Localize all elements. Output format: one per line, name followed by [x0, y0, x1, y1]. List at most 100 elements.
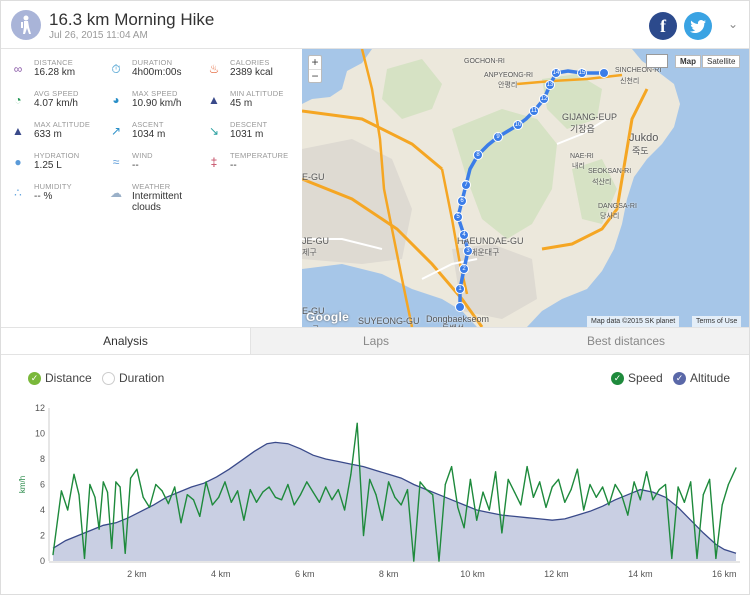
- stat-label: Calories: [230, 58, 270, 67]
- map-type-map-button[interactable]: Map: [675, 55, 701, 68]
- facebook-share-button[interactable]: f: [649, 12, 677, 40]
- waypoint-marker[interactable]: 13: [545, 80, 555, 90]
- speed-point: [205, 481, 207, 483]
- speed-point: [78, 494, 80, 496]
- terms-link[interactable]: Terms of Use: [692, 316, 742, 327]
- speed-point: [237, 490, 239, 492]
- stat-ascent: ↗ Ascent 1034 m: [99, 120, 197, 150]
- waypoint-marker[interactable]: 1: [455, 284, 465, 294]
- y-tick-label: 0: [40, 556, 45, 566]
- stat-label: Min Altitude: [230, 89, 284, 98]
- waypoint-marker[interactable]: 12: [539, 94, 549, 104]
- speed-point: [111, 547, 113, 549]
- map-type-satellite-button[interactable]: Satellite: [702, 55, 741, 68]
- altitude-line: [52, 441, 737, 554]
- stat-max-speed: ◕ Max Speed 10.90 km/h: [99, 89, 197, 119]
- map-place-label: SEOKSAN-RI: [588, 168, 632, 175]
- speed-point: [312, 491, 314, 493]
- waypoint-marker[interactable]: 11: [529, 106, 539, 116]
- speed-point: [633, 481, 635, 483]
- speed-point: [299, 494, 302, 496]
- map-place-label: 내리: [572, 163, 585, 170]
- waypoint-marker[interactable]: 14: [551, 68, 561, 78]
- mountain-min-icon: ▲: [208, 93, 220, 107]
- activity-title: 16.3 km Morning Hike: [49, 10, 215, 29]
- tab-laps[interactable]: Laps: [362, 334, 390, 348]
- google-logo: Google: [306, 310, 350, 324]
- waypoint-marker[interactable]: [455, 302, 465, 312]
- tab-analysis[interactable]: Analysis: [1, 328, 251, 354]
- waypoint-marker[interactable]: 10: [513, 120, 523, 130]
- descent-icon: ↘: [208, 124, 220, 138]
- zoom-out-button[interactable]: −: [309, 69, 321, 82]
- speed-point: [539, 481, 541, 483]
- waypoint-marker[interactable]: 3: [463, 246, 473, 256]
- waypoint-marker[interactable]: 9: [493, 132, 503, 142]
- fullscreen-icon[interactable]: [646, 54, 668, 68]
- speed-point: [293, 504, 295, 506]
- distance-toggle[interactable]: ✓ Distance: [28, 370, 92, 386]
- speed-point: [620, 494, 623, 496]
- chevron-down-icon[interactable]: ⌄: [728, 17, 739, 31]
- speed-point: [702, 494, 704, 496]
- waypoint-marker[interactable]: 6: [457, 196, 467, 206]
- stat-label: Distance: [34, 58, 73, 67]
- waypoint-marker[interactable]: [599, 68, 609, 78]
- map-place-label: 구: [312, 324, 319, 327]
- tab-best-distances[interactable]: Best distances: [586, 334, 666, 348]
- speed-point: [715, 557, 717, 559]
- speed-point: [369, 478, 371, 480]
- speed-point: [507, 478, 509, 480]
- speed-point: [664, 483, 667, 486]
- activity-header: 16.3 km Morning Hike Jul 26, 2015 11:04 …: [1, 1, 749, 49]
- speed-point: [60, 490, 63, 492]
- route-map[interactable]: GOCHON-RI ANPYEONG-RI 안평리 SINCHEON-RI 신천리 GIJ…: [302, 49, 749, 327]
- altitude-area: [53, 442, 736, 561]
- speed-point: [281, 499, 283, 501]
- speed-point: [180, 522, 182, 524]
- speed-point: [451, 466, 453, 468]
- waypoint-marker[interactable]: 15: [577, 68, 587, 78]
- waypoint-marker[interactable]: 4: [459, 230, 469, 240]
- waypoint-marker[interactable]: 8: [473, 150, 483, 160]
- speed-point: [469, 478, 471, 480]
- twitter-share-button[interactable]: [684, 12, 712, 40]
- speed-point: [83, 557, 86, 559]
- speed-point: [325, 486, 327, 488]
- map-place-label: 기장읍: [570, 124, 595, 134]
- speed-point: [614, 483, 616, 486]
- speed-point: [589, 483, 591, 486]
- speed-point: [249, 489, 251, 491]
- speed-point: [211, 504, 213, 506]
- waypoint-marker[interactable]: 5: [453, 212, 463, 222]
- altitude-toggle[interactable]: ✓ Altitude: [673, 370, 730, 386]
- speed-point: [218, 496, 220, 498]
- wind-icon: ≈: [112, 155, 120, 169]
- speed-point: [155, 483, 157, 486]
- speed-point: [400, 504, 402, 506]
- stat-duration: ⏱ Duration 4h00m:00s: [99, 58, 197, 88]
- speed-point: [709, 478, 711, 480]
- waypoint-marker[interactable]: 2: [459, 264, 469, 274]
- speed-point: [102, 481, 104, 483]
- speed-toggle[interactable]: ✓ Speed: [611, 370, 663, 386]
- waypoint-marker[interactable]: 7: [461, 180, 471, 190]
- hiker-avatar-icon: [11, 10, 41, 40]
- speed-point: [350, 473, 352, 475]
- activity-date: Jul 26, 2015 11:04 AM: [49, 30, 148, 41]
- speed-point: [98, 528, 100, 530]
- stat-min-altitude: ▲ Min Altitude 45 m: [197, 89, 295, 119]
- map-place-label: NAE-RI: [570, 153, 594, 160]
- map-place-label: Dongbaekseom: [426, 314, 490, 324]
- map-place-label: DANGSA-RI: [598, 203, 637, 210]
- map-place-label: 제구: [302, 248, 317, 257]
- speed-point: [115, 481, 117, 483]
- speed-point: [639, 499, 641, 501]
- duration-toggle[interactable]: Duration: [102, 370, 164, 386]
- x-tick-label: 16 km: [712, 569, 737, 579]
- stat-humidity: ∴ Humidity -- %: [1, 182, 99, 212]
- map-place-label: SINCHEON-RI: [615, 67, 662, 74]
- zoom-in-button[interactable]: +: [311, 55, 319, 69]
- stat-hydration: ● Hydration 1.25 L: [1, 151, 99, 181]
- map-place-label: 동백섬: [442, 323, 464, 327]
